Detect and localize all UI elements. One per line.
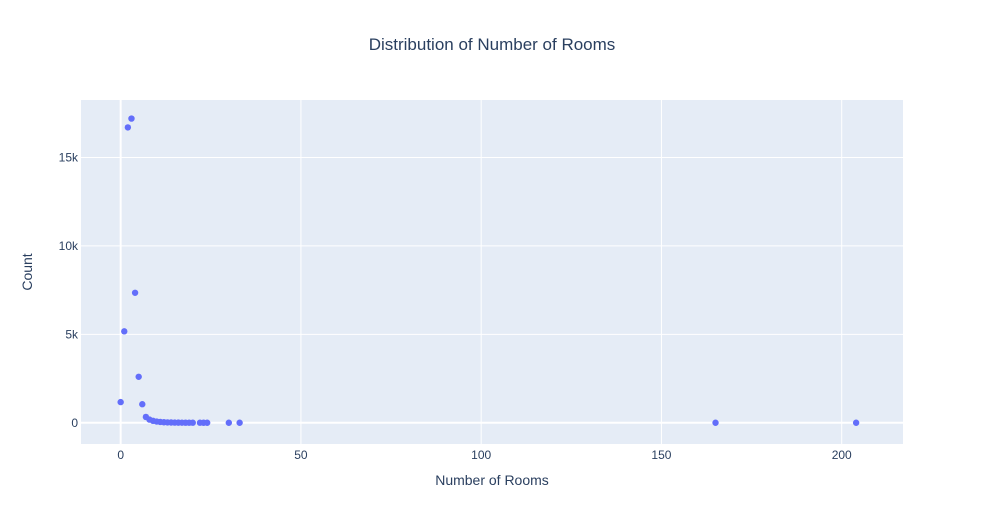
y-tick-label: 15k (59, 150, 79, 164)
x-tick-label: 100 (471, 448, 491, 462)
data-point[interactable] (135, 373, 142, 380)
x-tick-label: 150 (651, 448, 671, 462)
x-tick-label: 50 (294, 448, 308, 462)
tick-labels: 0 50 100 150 200 0 5k 10k 15k (59, 150, 852, 462)
data-point[interactable] (203, 419, 211, 426)
data-point[interactable] (139, 401, 146, 408)
data-point[interactable] (712, 419, 719, 426)
data-point[interactable] (189, 419, 196, 426)
data-point[interactable] (124, 124, 132, 131)
data-point[interactable] (117, 398, 124, 406)
data-points (117, 115, 860, 426)
x-tick-label: 200 (832, 448, 852, 462)
data-point[interactable] (225, 419, 233, 426)
x-tick-label: 0 (117, 448, 124, 462)
data-point[interactable] (128, 115, 135, 122)
y-tick-label: 0 (71, 416, 78, 430)
data-point[interactable] (121, 328, 128, 335)
chart-title: Distribution of Number of Rooms (369, 35, 616, 54)
y-tick-label: 5k (65, 327, 79, 341)
y-axis-title: Count (19, 253, 35, 290)
data-point[interactable] (852, 419, 860, 426)
grid-lines (81, 100, 903, 444)
data-point[interactable] (236, 419, 243, 426)
data-point[interactable] (131, 289, 139, 296)
y-tick-label: 10k (59, 239, 79, 253)
plot-area (81, 100, 903, 444)
x-axis-title: Number of Rooms (435, 472, 549, 488)
